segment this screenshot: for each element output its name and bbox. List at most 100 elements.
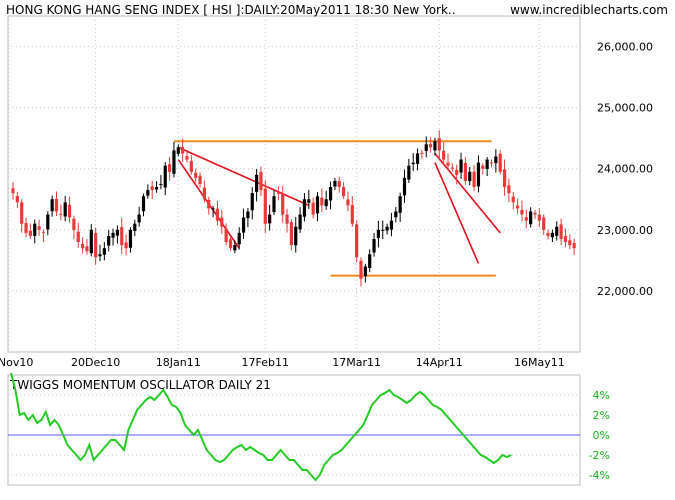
candle-body <box>89 229 93 254</box>
candle-body <box>368 254 372 269</box>
oscillator-title: TWIGGS MOMENTUM OSCILLATOR DAILY 21 <box>9 378 271 392</box>
oscillator-y-tick-label: -4% <box>589 469 610 482</box>
candle-body <box>302 199 307 217</box>
oscillator-y-tick-label: 2% <box>593 409 610 422</box>
candle-body <box>255 174 259 192</box>
candle-body <box>568 240 572 246</box>
candle-body <box>424 144 428 152</box>
candle-body <box>15 195 19 203</box>
candle-body <box>163 165 167 188</box>
candle-body <box>272 196 276 213</box>
oscillator-panel-frame <box>7 374 581 486</box>
date-tick-label: 17Mar11 <box>332 356 381 369</box>
candle-body <box>150 186 154 191</box>
candle-body <box>46 214 50 230</box>
candle-body <box>489 162 494 164</box>
date-axis: 22Nov10 20Dec10 18Jan11 17Feb11 17Mar11 14Apr… <box>0 356 565 369</box>
candle-body <box>455 169 459 175</box>
candle-body <box>168 164 172 172</box>
candle-body <box>33 223 37 236</box>
price-candles <box>11 130 576 287</box>
candle-body <box>350 204 354 224</box>
candle-body <box>120 227 124 246</box>
candle-body <box>494 156 498 164</box>
candle-body <box>54 198 59 212</box>
candle-body <box>111 232 115 238</box>
candle-body <box>402 177 407 196</box>
candle-body <box>550 232 554 238</box>
date-tick-label: 16May11 <box>514 356 565 369</box>
candle-body <box>137 214 141 223</box>
candle-body <box>459 159 463 173</box>
oscillator-y-axis: 4% 2% 0% -2% -4% <box>589 389 610 482</box>
candle-body <box>250 193 254 211</box>
trend-line <box>434 162 480 264</box>
candle-body <box>211 208 215 210</box>
candle-body <box>433 141 437 151</box>
candle-body <box>333 180 337 187</box>
candle-body <box>502 169 507 188</box>
candle-body <box>220 217 224 227</box>
chart-title: HONG KONG HANG SENG INDEX [ HSI ]:DAILY:… <box>6 3 456 17</box>
candle-body <box>281 193 285 215</box>
candle-body <box>263 188 267 224</box>
candle-body <box>189 161 193 172</box>
candle-body <box>276 192 280 194</box>
candle-body <box>328 187 333 201</box>
candle-body <box>154 187 159 190</box>
candle-body <box>476 162 481 187</box>
price-y-tick-label: 25,000.00 <box>597 102 653 115</box>
candle-body <box>215 208 220 221</box>
candle-body <box>63 202 67 217</box>
candle-body <box>520 209 524 215</box>
date-tick-label: 18Jan11 <box>156 356 201 369</box>
candle-body <box>381 229 385 231</box>
candle-body <box>511 196 515 203</box>
candle-body <box>542 217 546 230</box>
candle-body <box>268 214 272 224</box>
candle-body <box>107 235 111 246</box>
candle-body <box>76 231 80 243</box>
candle-body <box>59 213 63 215</box>
price-y-tick-label: 24,000.00 <box>597 163 653 176</box>
oscillator-grid <box>8 394 580 476</box>
candle-body <box>346 199 350 206</box>
candle-body <box>420 152 424 154</box>
candle-body <box>11 188 15 194</box>
candle-body <box>355 224 359 258</box>
candle-body <box>98 254 102 257</box>
candle-body <box>394 211 398 218</box>
candle-body <box>124 242 128 249</box>
candle-body <box>85 246 89 252</box>
candle-body <box>446 162 450 166</box>
candle-body <box>146 190 150 196</box>
candle-body <box>411 162 415 165</box>
candle-body <box>172 150 176 174</box>
price-y-tick-label: 23,000.00 <box>597 224 653 237</box>
candle-body <box>176 147 180 154</box>
candle-body <box>442 150 446 160</box>
candle-body <box>437 138 441 151</box>
oscillator-panel: TWIGGS MOMENTUM OSCILLATOR DAILY 21 4% 2%… <box>7 372 610 486</box>
candle-body <box>128 229 133 248</box>
candle-body <box>228 239 233 249</box>
candle-body <box>555 226 559 236</box>
date-tick-label: 14Apr11 <box>416 356 463 369</box>
candle-body <box>342 186 346 197</box>
price-x-grid <box>8 16 540 485</box>
candle-body <box>159 184 163 185</box>
candle-body <box>450 167 454 169</box>
candle-body <box>241 217 246 233</box>
price-y-axis: 26,000.00 25,000.00 24,000.00 23,000.00 22,0… <box>597 41 653 298</box>
candle-body <box>324 199 328 207</box>
candle-body <box>246 211 250 219</box>
candle-body <box>102 248 106 255</box>
candle-body <box>516 205 520 209</box>
candle-body <box>429 144 433 148</box>
candle-body <box>259 172 263 191</box>
candle-body <box>359 260 363 279</box>
candle-body <box>298 214 302 230</box>
candle-body <box>94 233 98 258</box>
candle-body <box>559 224 563 239</box>
